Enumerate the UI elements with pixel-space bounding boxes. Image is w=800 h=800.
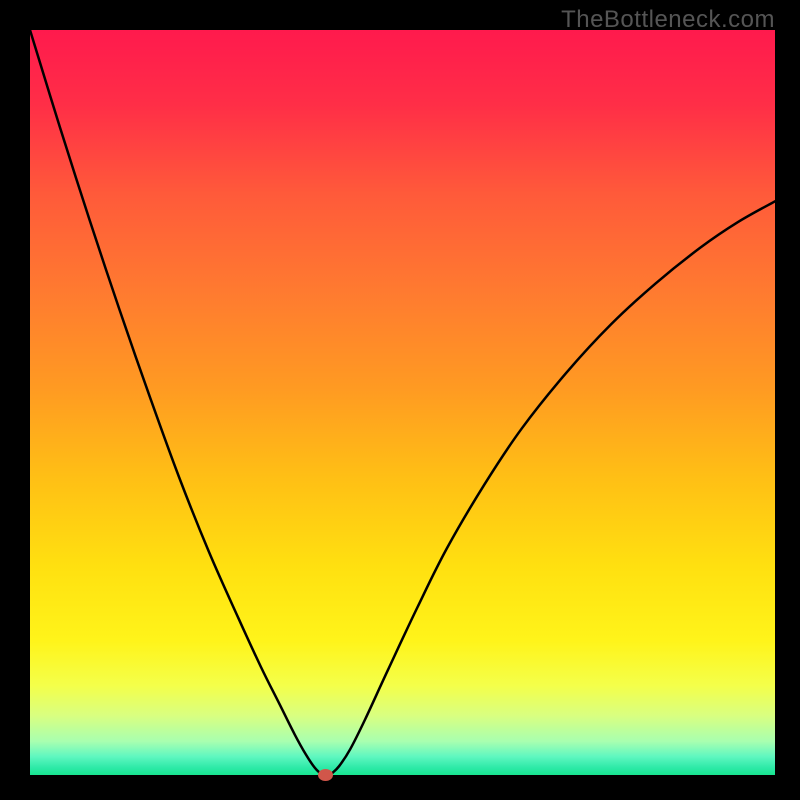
minimum-marker (318, 769, 333, 781)
bottleneck-curve (30, 30, 775, 775)
plot-area (30, 30, 775, 775)
chart-stage: TheBottleneck.com (0, 0, 800, 800)
